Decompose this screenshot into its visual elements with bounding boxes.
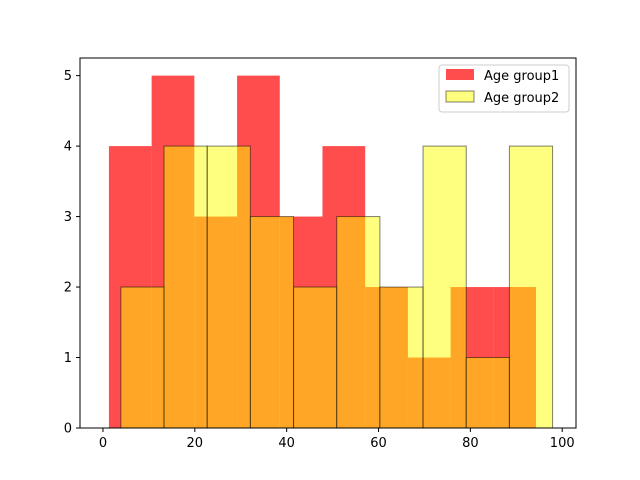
legend: Age group1 Age group2	[438, 64, 570, 113]
bars-layer	[108, 75, 554, 429]
plot-frame	[79, 57, 577, 429]
x-tick-label-20: 20	[187, 436, 204, 451]
legend-swatch-age-group2	[445, 90, 475, 103]
x-tick-label-60: 60	[370, 436, 387, 451]
bar-series2-bin3	[206, 145, 251, 429]
y-tick-label-4: 4	[64, 140, 72, 155]
legend-label-age-group1: Age group1	[484, 69, 559, 84]
bar-series2-bin8	[422, 145, 467, 429]
bar-series2-bin1	[120, 286, 165, 429]
bar-series2-bin2	[163, 145, 208, 429]
bar-series2-bin9	[465, 357, 510, 429]
legend-label-age-group2: Age group2	[484, 91, 559, 106]
x-tick-label-80: 80	[462, 436, 479, 451]
bar-series2-bin10	[508, 145, 554, 429]
legend-swatch-age-group1	[446, 69, 474, 80]
y-tick-label-5: 5	[64, 69, 72, 84]
y-tick-label-3: 3	[64, 210, 72, 225]
x-tick-label-40: 40	[278, 436, 295, 451]
bar-series2-bin5	[293, 286, 338, 429]
bar-series2-bin7	[379, 286, 424, 429]
x-axis: 0 20 40 60 80 100	[99, 428, 575, 451]
bar-series2-bin4	[249, 216, 295, 429]
y-axis: 0 1 2 3 4 5	[64, 69, 80, 437]
x-tick-label-0: 0	[99, 436, 107, 451]
x-tick-label-100: 100	[550, 436, 575, 451]
bar-series2-bin6	[336, 216, 381, 429]
y-tick-label-1: 1	[64, 351, 72, 366]
y-tick-label-0: 0	[64, 422, 72, 437]
y-tick-label-2: 2	[64, 281, 72, 296]
